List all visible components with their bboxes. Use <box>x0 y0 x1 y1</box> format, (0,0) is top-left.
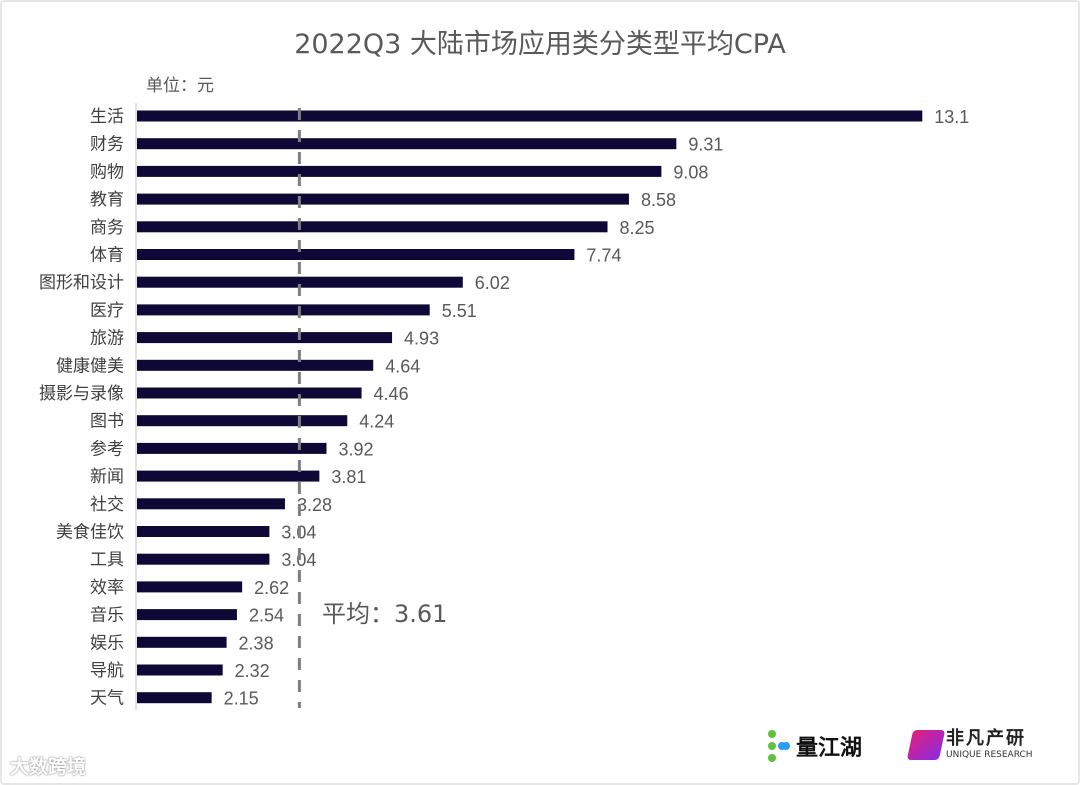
bar-13 <box>137 470 320 482</box>
bar-5 <box>137 249 575 260</box>
value-label: 8.58 <box>641 190 676 210</box>
unique-research-logo: 非凡产研 UNIQUE RESEARCH <box>906 728 1033 760</box>
value-label: 3.92 <box>339 439 374 459</box>
bar-4 <box>137 221 608 233</box>
value-label: 7.74 <box>586 246 621 266</box>
bar-11 <box>137 415 348 427</box>
brand2-en: UNIQUE RESEARCH <box>946 750 1033 760</box>
bar-7 <box>137 304 430 316</box>
watermark: 大数跨境 <box>10 756 87 778</box>
bar-9 <box>137 359 374 371</box>
brand2-cn: 非凡产研 <box>946 728 1026 749</box>
value-label: 8.25 <box>620 218 655 238</box>
unique-research-mark-icon <box>906 730 946 760</box>
value-label: 4.93 <box>404 329 439 349</box>
category-label: 生活 <box>90 107 124 127</box>
value-label: 5.51 <box>442 301 477 321</box>
liangjianghu-logo: 量江湖 <box>768 730 862 762</box>
value-label: 2.32 <box>235 661 270 681</box>
bar-19 <box>137 636 227 648</box>
category-label: 天气 <box>90 689 124 709</box>
bar-12 <box>137 442 327 454</box>
average-label: 平均：3.61 <box>322 600 448 628</box>
value-label: 4.64 <box>385 356 420 376</box>
chart-title: 2022Q3 大陆市场应用类分类型平均CPA <box>294 29 786 60</box>
bar-14 <box>137 498 285 510</box>
dots-logo-icon <box>768 730 790 762</box>
bar-21 <box>137 692 212 704</box>
category-label: 娱乐 <box>90 633 124 653</box>
value-label: 9.31 <box>688 135 723 155</box>
unit-label: 单位：元 <box>146 76 214 96</box>
category-label: 财务 <box>90 135 124 155</box>
category-label: 摄影与录像 <box>39 384 124 404</box>
value-label: 3.28 <box>297 495 332 515</box>
bar-3 <box>137 193 629 205</box>
bar-8 <box>137 332 393 344</box>
category-label: 教育 <box>90 190 124 210</box>
value-label: 2.15 <box>224 689 259 709</box>
category-label: 健康健美 <box>56 356 124 376</box>
category-label: 商务 <box>90 218 124 238</box>
category-label: 社交 <box>90 495 124 515</box>
value-label: 2.38 <box>239 633 274 653</box>
category-label: 工具 <box>90 550 124 570</box>
category-label: 图形和设计 <box>39 273 124 293</box>
bar-20 <box>137 664 223 676</box>
bar-0 <box>137 110 923 122</box>
category-label: 体育 <box>90 246 124 266</box>
value-label: 4.46 <box>374 384 409 404</box>
category-label: 医疗 <box>90 301 124 321</box>
category-label: 音乐 <box>90 606 124 626</box>
category-label: 图书 <box>90 412 124 432</box>
value-label: 3.81 <box>331 467 366 487</box>
value-label: 3.04 <box>281 550 316 570</box>
value-label: 4.24 <box>359 412 394 432</box>
bar-16 <box>137 553 270 565</box>
value-label: 2.54 <box>249 606 284 626</box>
category-label: 导航 <box>90 661 124 681</box>
category-label: 参考 <box>90 439 124 459</box>
bar-10 <box>137 387 362 399</box>
bar-6 <box>137 276 463 288</box>
category-label: 效率 <box>90 578 124 598</box>
value-label: 9.08 <box>673 162 708 182</box>
bar-17 <box>137 581 243 593</box>
value-label: 6.02 <box>475 273 510 293</box>
category-label: 新闻 <box>90 467 124 487</box>
category-label: 购物 <box>90 162 124 182</box>
bar-15 <box>137 526 270 537</box>
bar-18 <box>137 609 237 621</box>
value-label: 13.1 <box>934 107 969 127</box>
brand1-text: 量江湖 <box>796 736 863 761</box>
bar-1 <box>137 138 677 150</box>
bar-2 <box>137 165 662 177</box>
category-label: 旅游 <box>90 329 124 349</box>
category-label: 美食佳饮 <box>56 523 124 543</box>
value-label: 2.62 <box>254 578 289 598</box>
